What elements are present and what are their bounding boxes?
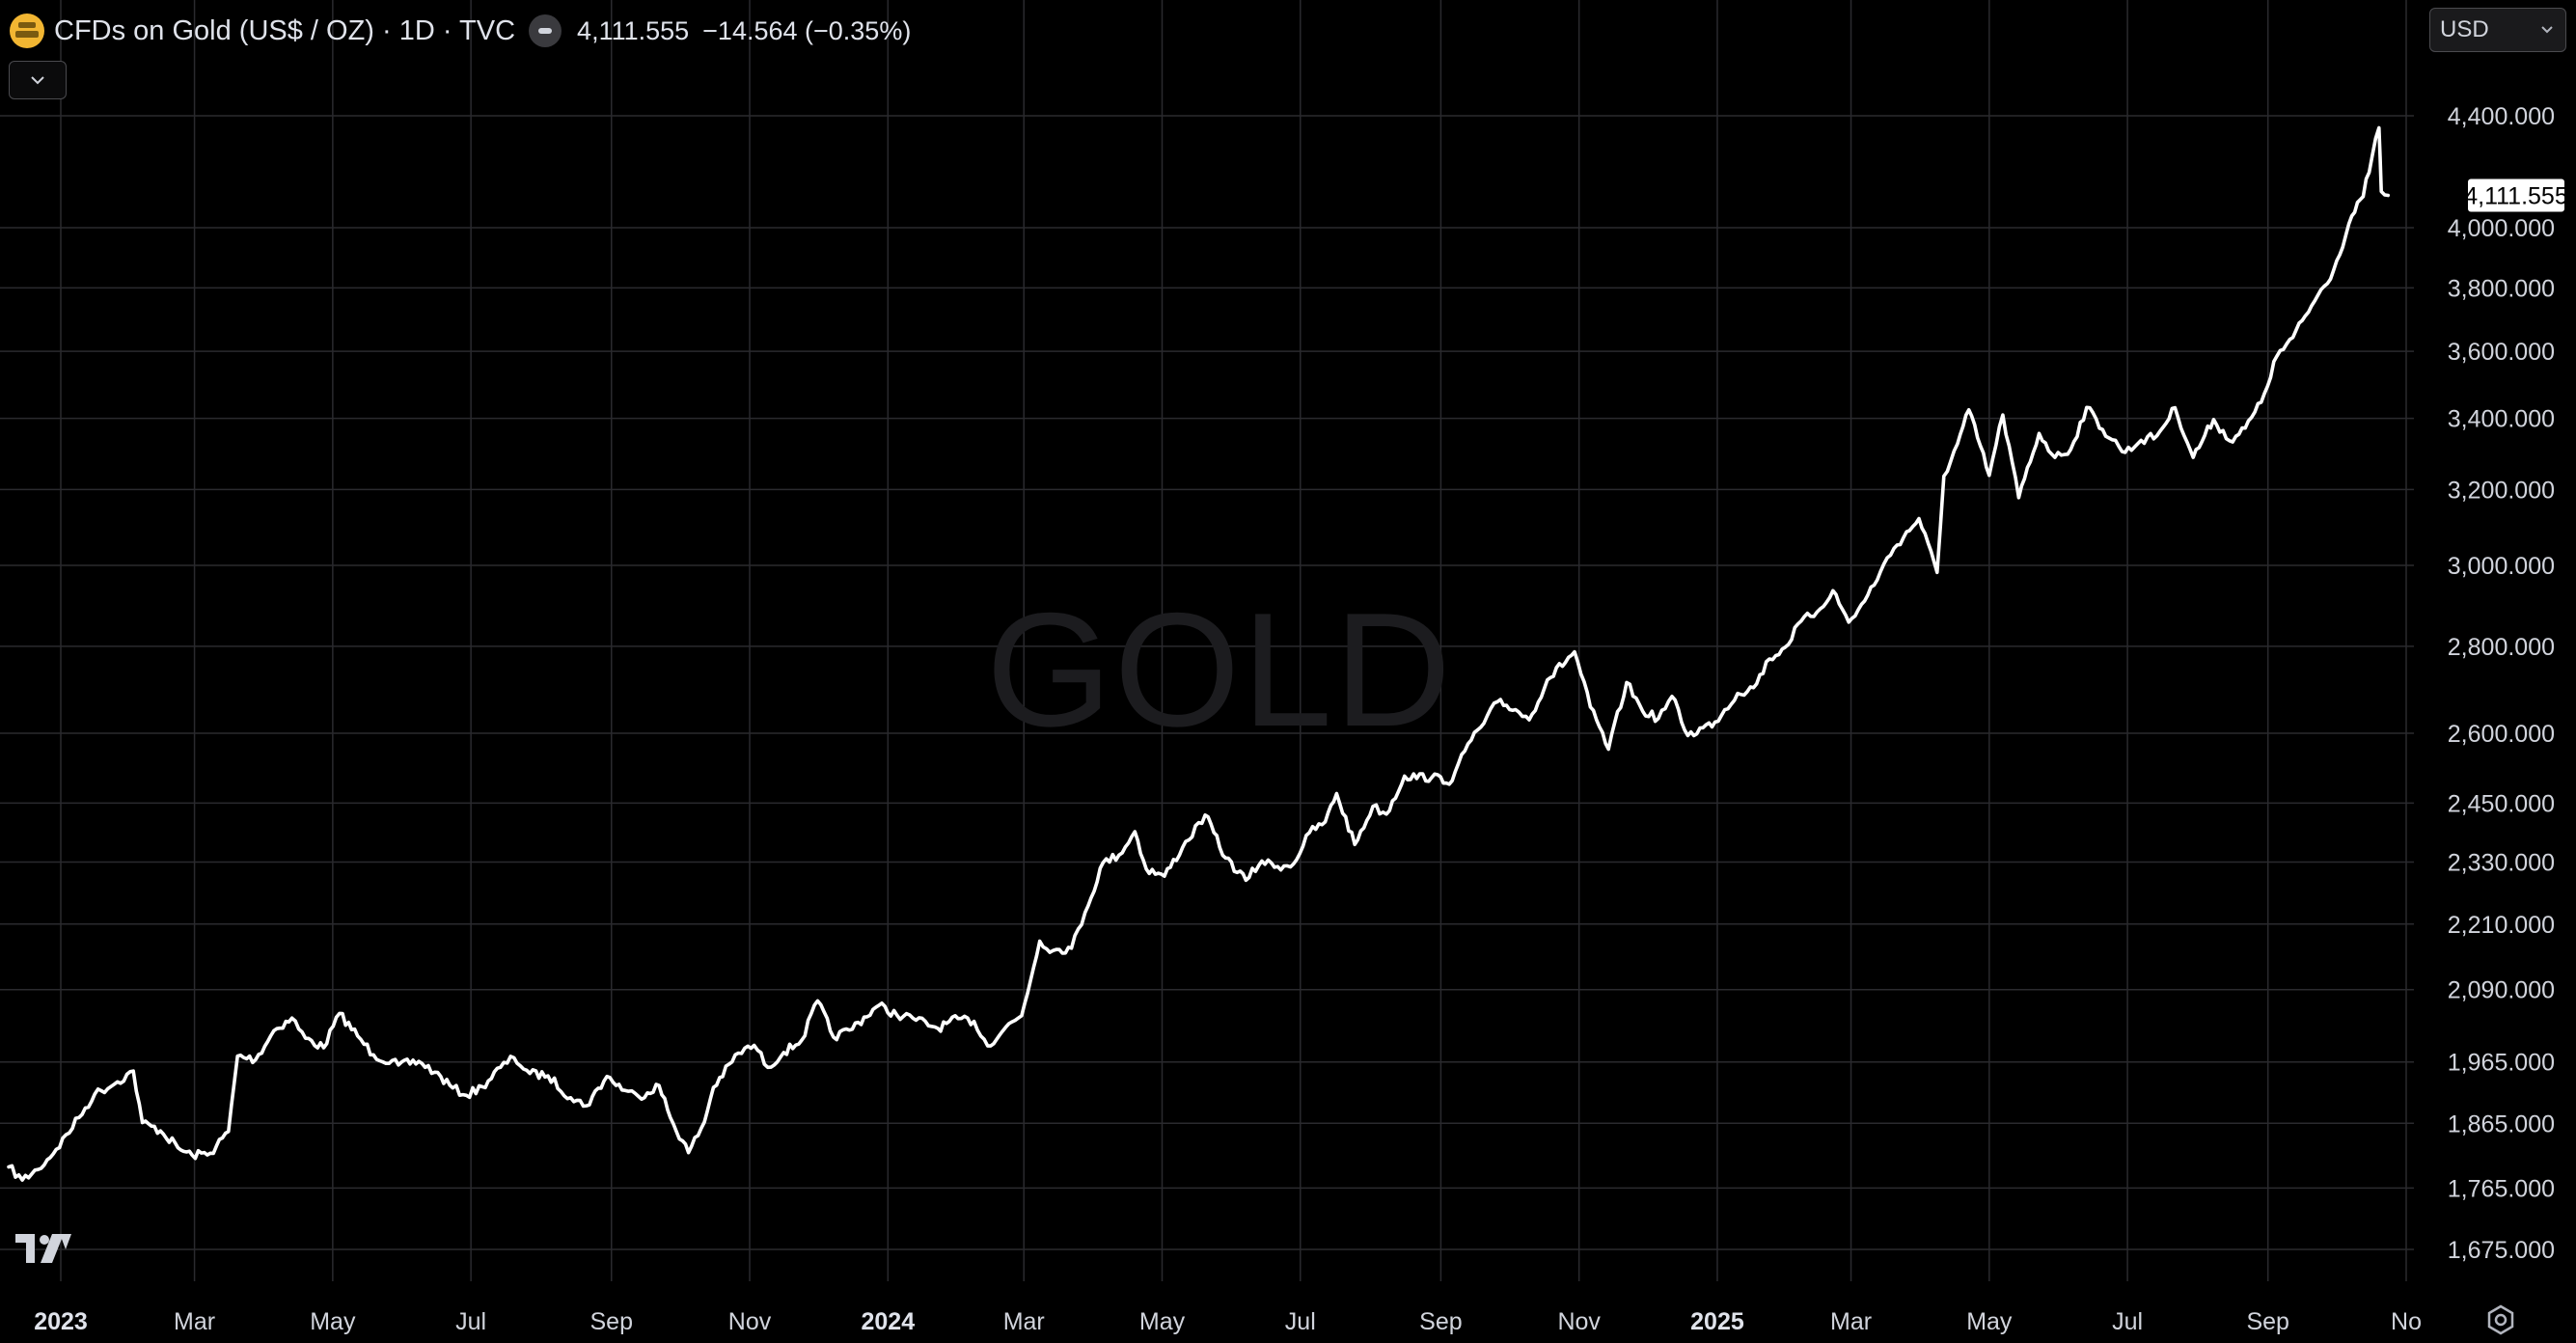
time-tick-label: Mar — [1003, 1308, 1045, 1335]
time-tick-label: Nov — [1557, 1308, 1601, 1335]
last-price: 4,111.555 — [577, 15, 690, 45]
price-tick-label: 3,200.000 — [2448, 477, 2555, 504]
chevron-down-icon — [31, 76, 44, 85]
last-price-tag: 4,111.555 — [2464, 178, 2568, 212]
time-tick-label: Sep — [590, 1308, 633, 1335]
symbol-title[interactable]: CFDs on Gold (US$ / OZ) · 1D · TVC — [54, 14, 516, 46]
last-price-tag-label: 4,111.555 — [2464, 182, 2568, 209]
price-tick-label: 3,400.000 — [2448, 406, 2555, 433]
time-tick-label: 2023 — [34, 1308, 88, 1335]
grid-lines — [0, 0, 2414, 1281]
time-tick-label: Mar — [1830, 1308, 1872, 1335]
price-tick-label: 3,800.000 — [2448, 275, 2555, 302]
price-change: −14.564 (−0.35%) — [702, 15, 912, 45]
tradingview-logo[interactable] — [15, 1230, 77, 1269]
time-tick-label: Mar — [174, 1308, 215, 1335]
legend-collapse-button[interactable] — [9, 61, 67, 99]
price-tick-label: 2,450.000 — [2448, 790, 2555, 817]
currency-value: USD — [2440, 16, 2489, 42]
gold-bars-icon[interactable] — [10, 14, 44, 48]
currency-selector[interactable]: USD — [2429, 8, 2566, 52]
price-tick-label: 2,330.000 — [2448, 849, 2555, 876]
price-tick-label: 1,765.000 — [2448, 1175, 2555, 1202]
time-tick-label: Sep — [2246, 1308, 2288, 1335]
price-tick-label: 2,210.000 — [2448, 912, 2555, 939]
time-tick-label: 2024 — [861, 1308, 915, 1335]
price-axis[interactable]: 4,400.000 4,000.000 3,800.000 3,600.000 3,40… — [2448, 103, 2555, 1264]
price-tick-label: 1,675.000 — [2448, 1237, 2555, 1264]
price-tick-label: 3,000.000 — [2448, 553, 2555, 580]
market-status-icon[interactable] — [529, 14, 562, 47]
price-tick-label: 2,090.000 — [2448, 977, 2555, 1004]
time-tick-label: Nov — [728, 1308, 772, 1335]
time-tick-label: Sep — [1419, 1308, 1462, 1335]
time-tick-label: Jul — [2112, 1308, 2143, 1335]
price-tick-label: 2,600.000 — [2448, 721, 2555, 748]
time-tick-label: May — [310, 1308, 356, 1335]
price-line-series — [7, 125, 2390, 1182]
price-tick-label: 3,600.000 — [2448, 339, 2555, 366]
price-tick-label: 4,400.000 — [2448, 103, 2555, 130]
gear-icon[interactable] — [2481, 1302, 2520, 1337]
time-axis[interactable]: 2023 Mar May Jul Sep Nov 2024 Mar May Jul Sep Nov 20… — [34, 1308, 2422, 1335]
price-tick-label: 1,865.000 — [2448, 1110, 2555, 1137]
symbol-legend[interactable]: CFDs on Gold (US$ / OZ) · 1D · TVC 4,111… — [10, 13, 911, 49]
last-price-tag-box — [2468, 178, 2564, 212]
price-tick-label: 1,965.000 — [2448, 1050, 2555, 1077]
price-line — [7, 125, 2390, 1182]
time-tick-label: Jul — [455, 1308, 486, 1335]
time-tick-label: 2025 — [1690, 1308, 1744, 1335]
price-tick-label: 4,000.000 — [2448, 215, 2555, 242]
time-tick-label: Jul — [1285, 1308, 1316, 1335]
time-tick-label: No — [2391, 1308, 2422, 1335]
time-tick-label: May — [1966, 1308, 2013, 1335]
symbol-watermark: GOLD — [986, 579, 1454, 760]
time-tick-label: May — [1139, 1308, 1186, 1335]
price-tick-label: 2,800.000 — [2448, 634, 2555, 661]
chevron-down-icon — [2541, 26, 2553, 34]
